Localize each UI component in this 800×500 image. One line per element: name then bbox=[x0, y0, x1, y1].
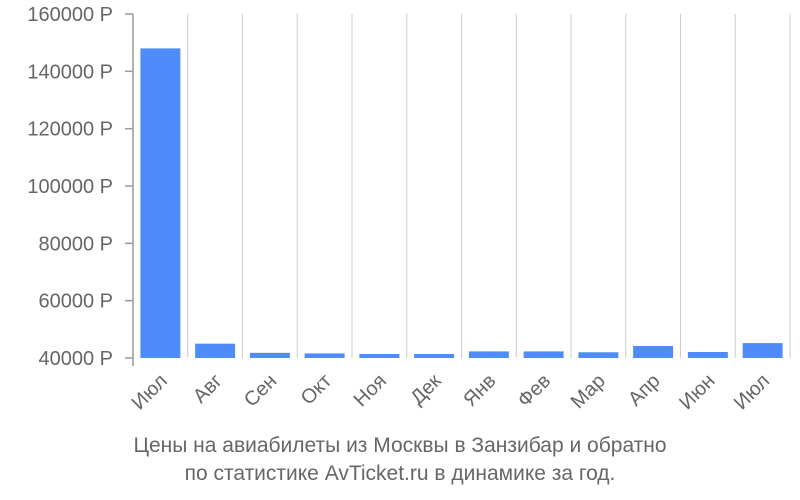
bar bbox=[249, 352, 290, 358]
x-tick-label: Ноя bbox=[350, 370, 391, 411]
bar bbox=[523, 351, 564, 358]
y-tick-label: 160000 Р bbox=[27, 4, 113, 26]
chart-caption-line-2: по статистике AvTicket.ru в динамике за … bbox=[184, 462, 616, 485]
bar bbox=[687, 351, 728, 358]
y-tick-labels: 40000 Р 60000 Р 80000 Р 100000 Р 120000 Р 140… bbox=[27, 4, 113, 370]
x-tick-label: Окт bbox=[297, 370, 336, 409]
x-tick-label: Апр bbox=[624, 370, 665, 411]
x-tick-label: Сен bbox=[240, 370, 281, 411]
bar bbox=[304, 353, 345, 358]
bar bbox=[359, 353, 400, 358]
x-tick-label: Авг bbox=[189, 370, 227, 408]
x-tick-label: Мар bbox=[567, 370, 610, 413]
bars bbox=[140, 48, 783, 359]
bar bbox=[195, 343, 236, 358]
x-tick-labels: Июл Авг Сен Окт Ноя Дек Янв Фев Мар Апр Июн Июл bbox=[128, 370, 775, 414]
x-tick-label: Июл bbox=[128, 370, 172, 414]
y-tick-label: 100000 Р bbox=[27, 176, 113, 198]
bar bbox=[742, 343, 783, 358]
x-tick-label: Дек bbox=[406, 370, 445, 409]
chart-caption-line-1: Цены на авиабилеты из Москвы в Занзибар … bbox=[133, 434, 667, 457]
bar bbox=[414, 353, 455, 358]
y-tick-label: 80000 Р bbox=[38, 233, 113, 255]
bar bbox=[633, 345, 674, 358]
grid-lines bbox=[187, 14, 791, 358]
x-tick-label: Фев bbox=[513, 370, 555, 412]
y-tick-label: 140000 Р bbox=[27, 61, 113, 83]
bar bbox=[468, 351, 509, 358]
y-tick-label: 120000 Р bbox=[27, 119, 113, 141]
y-tick-label: 60000 Р bbox=[38, 291, 113, 313]
bar bbox=[578, 352, 619, 358]
x-tick-label: Янв bbox=[459, 370, 500, 411]
x-tick-label: Июн bbox=[675, 370, 719, 414]
axes bbox=[125, 13, 134, 366]
bar bbox=[140, 48, 181, 359]
y-tick-label: 40000 Р bbox=[38, 348, 113, 370]
x-tick-label: Июл bbox=[730, 370, 774, 414]
